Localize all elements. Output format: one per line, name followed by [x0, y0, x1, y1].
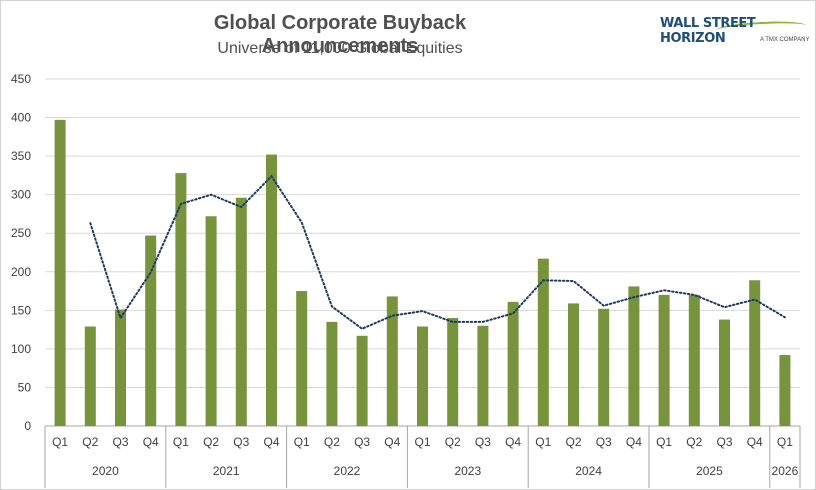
- x-tick-label: Q2: [82, 435, 98, 449]
- x-tick-label: Q3: [354, 435, 370, 449]
- y-tick-label: 0: [24, 419, 31, 433]
- x-tick-label: Q4: [505, 435, 521, 449]
- year-label: 2023: [454, 464, 481, 478]
- bar: [507, 301, 519, 426]
- bar: [447, 318, 459, 426]
- y-tick-label: 350: [11, 149, 31, 163]
- bar: [779, 355, 791, 426]
- chart-subtitle: Universe of 11,000 Global Equities: [217, 40, 463, 57]
- year-label: 2024: [575, 464, 602, 478]
- year-label: 2025: [696, 464, 723, 478]
- y-tick-label: 50: [18, 380, 32, 394]
- x-tick-label: Q4: [384, 435, 400, 449]
- logo-name: WALL STREET HORIZON: [660, 16, 756, 46]
- bar: [84, 326, 96, 426]
- x-tick-label: Q2: [686, 435, 702, 449]
- chart-title: Global Corporate Buyback Announcements: [213, 12, 467, 57]
- y-tick-label: 400: [11, 111, 31, 125]
- bar: [688, 294, 700, 426]
- x-tick-label: Q3: [475, 435, 491, 449]
- bar: [417, 326, 428, 426]
- x-tick-label: Q4: [263, 435, 279, 449]
- x-tick-label: Q1: [294, 435, 310, 449]
- trend-line: [89, 174, 786, 330]
- y-tick-label: 150: [11, 303, 31, 317]
- bar: [296, 291, 308, 426]
- x-tick-label: Q2: [324, 435, 340, 449]
- x-tick-label: Q4: [747, 435, 763, 449]
- bar: [145, 235, 157, 426]
- bar: [537, 258, 549, 426]
- bar: [115, 309, 126, 426]
- logo-tagline: A TMX COMPANY: [760, 37, 810, 43]
- y-tick-label: 100: [11, 342, 31, 356]
- x-tick-label: Q2: [565, 435, 581, 449]
- x-tick-label: Q2: [445, 435, 461, 449]
- y-tick-label: 300: [11, 188, 31, 202]
- bar: [266, 154, 277, 426]
- x-tick-label: Q1: [414, 435, 430, 449]
- x-tick-label: Q2: [203, 435, 219, 449]
- bar: [356, 335, 368, 426]
- x-tick-label: Q3: [596, 435, 612, 449]
- bar: [598, 308, 610, 426]
- x-tick-label: Q3: [716, 435, 732, 449]
- year-label: 2021: [213, 464, 240, 478]
- bar: [749, 280, 761, 426]
- bar: [568, 303, 579, 426]
- bar: [628, 286, 640, 426]
- x-tick-label: Q1: [52, 435, 68, 449]
- x-tick-label: Q3: [112, 435, 128, 449]
- bar: [477, 325, 489, 426]
- bar: [175, 173, 187, 426]
- x-tick-label: Q4: [143, 435, 159, 449]
- bar: [719, 319, 730, 426]
- x-tick-label: Q1: [173, 435, 189, 449]
- y-tick-label: 250: [11, 226, 31, 240]
- bar: [386, 296, 398, 426]
- x-tick-label: Q4: [626, 435, 642, 449]
- x-tick-label: Q1: [777, 435, 793, 449]
- year-label: 2026: [772, 464, 799, 478]
- bar: [658, 294, 670, 426]
- bar: [205, 216, 217, 426]
- year-label: 2022: [334, 464, 361, 478]
- y-tick-label: 450: [11, 72, 31, 86]
- y-tick-label: 200: [11, 265, 31, 279]
- bar: [54, 119, 66, 426]
- x-tick-label: Q1: [656, 435, 672, 449]
- wall-street-horizon-logo: WALL STREET HORIZON A TMX COMPANY: [660, 16, 810, 50]
- x-tick-label: Q3: [233, 435, 249, 449]
- x-tick-label: Q1: [535, 435, 551, 449]
- bar: [326, 321, 338, 426]
- bar: [235, 197, 247, 426]
- year-label: 2020: [92, 464, 119, 478]
